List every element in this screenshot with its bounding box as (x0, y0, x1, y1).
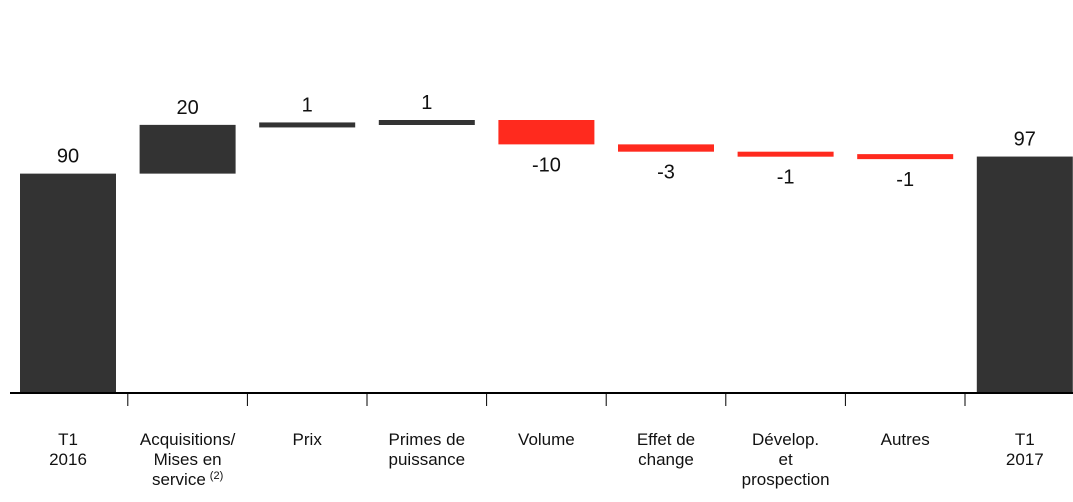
value-label-4: 1 (421, 92, 432, 114)
value-label-8: -1 (896, 169, 914, 191)
bar-4 (378, 120, 475, 125)
value-label-1: 90 (57, 146, 79, 168)
category-label-2: Acquisitions/Mises en service (2) (140, 430, 236, 489)
bar-9 (976, 156, 1073, 393)
category-label-4: Primes de puissance (389, 430, 466, 469)
value-label-7: -1 (777, 167, 795, 189)
category-label-6: Effet de change (637, 430, 695, 469)
category-label-1: T1 2016 (49, 430, 87, 469)
value-labels-group: 90 20 1 1 -10 -3 -1 -1 97 (57, 92, 1036, 191)
category-label-7: Dévelop. et prospection (742, 430, 830, 489)
value-label-9: 97 (1014, 129, 1036, 151)
bar-2 (139, 124, 236, 174)
value-label-5: -10 (532, 154, 561, 176)
bars-group (20, 120, 1073, 393)
bar-6 (618, 144, 714, 152)
category-label-5: Volume (518, 430, 575, 449)
bar-5 (498, 120, 595, 145)
bar-7 (737, 151, 834, 157)
value-label-3: 1 (302, 94, 313, 116)
bar-8 (857, 154, 954, 160)
bar-3 (259, 122, 356, 128)
category-label-8: Autres (881, 430, 930, 449)
category-label-3: Prix (293, 430, 323, 449)
value-label-6: -3 (657, 162, 675, 184)
x-axis-ticks (127, 393, 966, 406)
category-label-9: T1 2017 (1006, 430, 1044, 469)
category-labels-group: T1 2016 Acquisitions/Mises en service (2) Pri… (49, 430, 1044, 489)
bar-1 (20, 173, 116, 393)
value-label-2: 20 (176, 97, 198, 119)
